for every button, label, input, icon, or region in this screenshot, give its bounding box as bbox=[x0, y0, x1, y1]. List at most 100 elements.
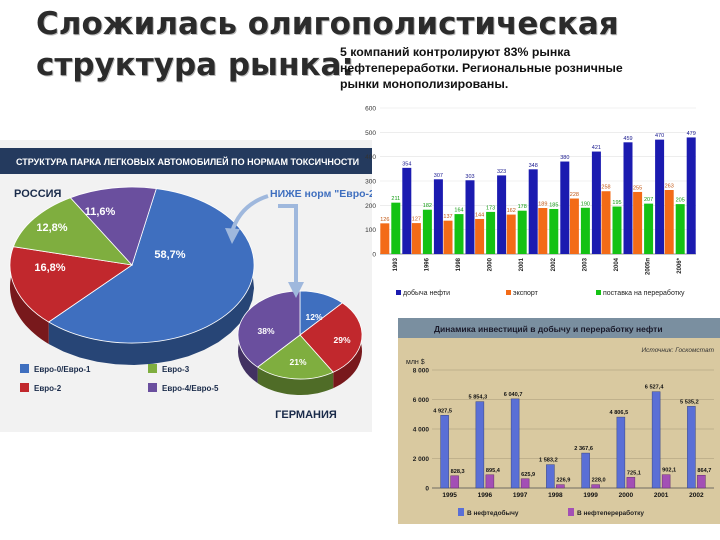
inv-legend-label-0: В нефтедобычу bbox=[467, 509, 519, 517]
bar-1-2004 bbox=[601, 191, 611, 254]
bar-x-tick-label: 2001 bbox=[519, 257, 525, 271]
bar-2-2006* bbox=[675, 204, 685, 254]
bar-0-1998 bbox=[465, 180, 475, 254]
bar-chart-legend: добыча нефти экспорт поставка на переработ… bbox=[396, 289, 685, 297]
inv-bar-0-1995 bbox=[440, 415, 449, 489]
pie-label-3: 38% bbox=[257, 326, 274, 336]
bar-value-label: 127 bbox=[412, 217, 421, 223]
inv-value-label: 6 040,7 bbox=[504, 392, 523, 398]
inv-y-tick-label: 0 bbox=[425, 486, 429, 493]
title-line-2: структура рынка: bbox=[36, 47, 354, 83]
pie-russia: 58,7% 16,8% 12,8% 11,6% bbox=[9, 186, 255, 365]
inv-value-label: 828,3 bbox=[451, 469, 465, 475]
oil-bar-chart: 0 100 200 300 400 500 600 1993 1996 1998 2000 2001 2… bbox=[365, 106, 696, 297]
bar-x-tick-label: 1993 bbox=[393, 257, 399, 271]
bar-value-label: 258 bbox=[601, 185, 610, 191]
bar-2-2002 bbox=[549, 208, 559, 254]
inv-bar-0-2002 bbox=[687, 406, 696, 489]
bar-value-label: 189 bbox=[538, 202, 547, 208]
bar-2-2001 bbox=[517, 210, 527, 254]
legend-label-1: экспорт bbox=[513, 290, 539, 297]
subtitle-line-1: 5 компаний контролируют 83% рынка bbox=[340, 45, 571, 59]
inv-x-tick-label: 2000 bbox=[619, 492, 634, 499]
bar-value-label: 207 bbox=[644, 197, 653, 203]
inv-value-label: 4 806,5 bbox=[610, 410, 629, 416]
bar-value-label: 126 bbox=[380, 217, 389, 223]
bar-value-label: 195 bbox=[612, 200, 621, 206]
bar-value-label: 459 bbox=[623, 136, 632, 142]
inv-value-label: 864,7 bbox=[697, 468, 711, 474]
inv-value-label: 6 527,4 bbox=[645, 385, 665, 391]
bar-value-label: 354 bbox=[402, 161, 411, 167]
bar-chart-axis: 0 100 200 300 400 500 600 1993 1996 1998 2000 2001 2… bbox=[365, 106, 696, 275]
pie-panel: СТРУКТУРА ПАРКА ЛЕГКОВЫХ АВТОМОБИЛЕЙ ПО … bbox=[0, 140, 372, 432]
bar-y-tick-label: 300 bbox=[365, 179, 376, 186]
inv-bar-1-2000 bbox=[626, 477, 636, 489]
bar-y-tick-label: 500 bbox=[365, 130, 376, 137]
investment-header bbox=[398, 318, 720, 338]
inv-x-tick-label: 1999 bbox=[583, 492, 598, 499]
russia-label: РОССИЯ bbox=[14, 188, 62, 200]
inv-bar-0-2001 bbox=[651, 391, 661, 489]
bar-x-tick-label: 2004 bbox=[614, 257, 620, 271]
bar-2-1998 bbox=[454, 214, 464, 254]
pie-legend-swatch-0 bbox=[20, 364, 29, 373]
inv-x-tick-label: 1995 bbox=[442, 492, 457, 499]
inv-x-tick-label: 2002 bbox=[689, 492, 704, 499]
bar-0-2003 bbox=[591, 151, 601, 254]
inv-bar-1-1998 bbox=[556, 484, 565, 489]
inv-bar-0-1996 bbox=[475, 401, 485, 489]
bar-value-label: 162 bbox=[507, 208, 516, 214]
bar-1-2006* bbox=[664, 190, 674, 254]
bar-1-2000 bbox=[475, 218, 485, 254]
inv-bar-1-1999 bbox=[591, 484, 600, 489]
inv-x-tick-label: 1998 bbox=[548, 492, 563, 499]
pie-slice-2 bbox=[12, 197, 134, 266]
bar-value-label: 263 bbox=[665, 184, 674, 190]
pie-side-2 bbox=[257, 367, 334, 395]
bar-value-label: 185 bbox=[549, 202, 558, 208]
bar-value-label: 255 bbox=[633, 185, 642, 191]
slide-subtitle: 5 компаний контролируют 83% рынка нефтеп… bbox=[340, 44, 710, 92]
bar-1-1993 bbox=[380, 223, 390, 254]
bar-x-tick-label: 2003 bbox=[582, 257, 588, 271]
bar-y-tick-label: 600 bbox=[365, 106, 376, 113]
inv-x-tick-label: 2001 bbox=[654, 492, 669, 499]
inv-y-tick-label: 2 000 bbox=[413, 456, 430, 463]
inv-legend-swatch-1 bbox=[568, 508, 574, 516]
bar-value-label: 137 bbox=[443, 214, 452, 220]
inv-value-label: 5 854,3 bbox=[469, 395, 488, 401]
inv-y-tick-label: 4 000 bbox=[413, 427, 430, 434]
bar-1-2002 bbox=[538, 208, 548, 254]
bar-value-label: 479 bbox=[687, 131, 696, 137]
bar-y-tick-label: 400 bbox=[365, 154, 376, 161]
title-line-1: Сложилась олигополистическая bbox=[36, 6, 619, 42]
inv-legend-label-1: В нефтепереработку bbox=[577, 509, 644, 517]
investment-chart: Динамика инвестиций в добычу и переработ… bbox=[398, 318, 720, 524]
subtitle-line-3: рынки монополизированы. bbox=[340, 77, 509, 91]
inv-value-label: 5 535,2 bbox=[680, 399, 699, 405]
inv-value-label: 228,0 bbox=[592, 478, 606, 484]
bar-0-2000 bbox=[497, 175, 507, 254]
inv-bar-0-1997 bbox=[510, 398, 520, 489]
below-euro2-annotation: НИЖЕ норм "Евро-2" bbox=[270, 188, 372, 200]
legend-swatch-0 bbox=[396, 290, 401, 295]
inv-bar-1-1996 bbox=[485, 474, 495, 489]
pie-legend: Евро-0/Евро-1 Евро-3 Евро-2 Евро-4/Евро-5 bbox=[20, 364, 219, 393]
inv-value-label: 895,4 bbox=[486, 468, 501, 474]
pie-legend-label-0: Евро-0/Евро-1 bbox=[34, 365, 91, 374]
inv-bar-1-1995 bbox=[450, 475, 459, 489]
bar-y-tick-label: 0 bbox=[372, 252, 376, 259]
bar-value-label: 421 bbox=[592, 145, 601, 151]
pie-legend-swatch-1 bbox=[20, 383, 29, 392]
pie-label-2: 21% bbox=[289, 357, 306, 367]
pie-germany: 12% 29% 21% 38% bbox=[237, 290, 363, 395]
pie-panel-title: СТРУКТУРА ПАРКА ЛЕГКОВЫХ АВТОМОБИЛЕЙ ПО … bbox=[16, 156, 359, 167]
bar-1-2003 bbox=[569, 198, 579, 254]
bar-value-label: 211 bbox=[391, 196, 400, 202]
inv-value-label: 902,1 bbox=[662, 468, 676, 474]
bar-value-label: 348 bbox=[529, 163, 538, 169]
bar-0-2004 bbox=[623, 142, 633, 254]
bar-value-label: 303 bbox=[465, 174, 474, 180]
pie-label-1: 29% bbox=[333, 335, 350, 345]
